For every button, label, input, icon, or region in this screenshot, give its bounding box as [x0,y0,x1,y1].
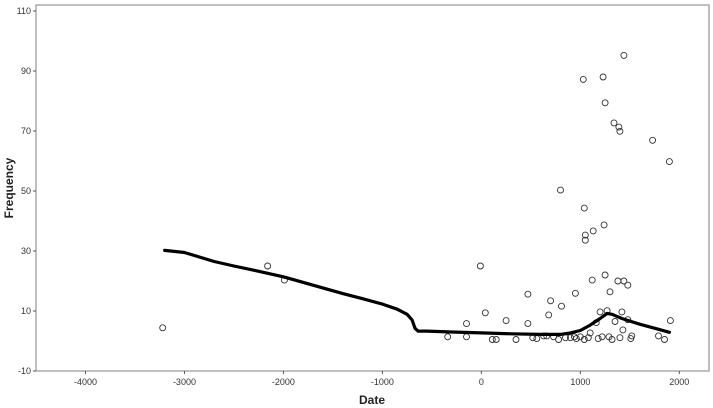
data-point [661,336,668,343]
data-point [596,308,604,316]
data-point [619,326,627,334]
data-point [558,302,565,310]
data-point [476,262,484,270]
data-point [615,123,623,131]
x-tick-label: -2000 [272,377,295,387]
data-point [608,336,616,343]
y-tick-label: 50 [21,186,31,196]
data-point [589,227,597,235]
data-point [616,334,624,342]
data-point [598,333,606,341]
x-tick-label: 1000 [570,377,590,387]
y-tick-label: 110 [17,6,31,16]
fit-line-series [163,248,671,336]
data-point [571,289,579,297]
x-tick-label: 0 [479,377,484,387]
data-point [555,336,563,343]
data-point [481,309,489,317]
data-point [488,336,496,343]
data-point [616,127,624,135]
data-point [666,317,674,325]
data-point [524,290,532,298]
data-point [581,236,589,244]
data-point [502,317,510,325]
data-point [581,231,589,239]
y-tick-label: -10 [18,366,31,376]
data-point [444,333,452,341]
data-point [601,99,609,107]
y-tick-label: 70 [21,126,31,136]
data-point [618,308,626,316]
data-point [620,51,628,59]
data-point [580,204,588,212]
x-axis: -4000 -3000 -2000 -1000 0 1000 2000 [74,371,689,387]
data-point [599,73,607,81]
fit-line [163,248,671,336]
data-point [610,119,618,127]
data-point [524,320,532,328]
data-point [600,221,608,229]
data-point [547,297,555,305]
data-point [586,329,594,337]
x-tick-label: 2000 [669,377,689,387]
data-point [606,288,614,296]
y-tick-label: 30 [21,246,31,256]
y-axis: -10 10 30 50 70 90 110 [17,6,36,376]
data-point [628,332,636,340]
data-point [649,136,657,144]
data-point [665,158,673,166]
data-point [159,324,167,332]
y-tick-label: 10 [21,306,31,316]
data-point [588,276,596,284]
data-point [579,75,587,83]
y-tick-label: 90 [21,66,31,76]
data-point [655,332,662,340]
data-point [620,277,628,285]
x-tick-label: -4000 [74,377,97,387]
data-point [463,320,470,328]
data-point [580,336,588,343]
data-point [557,186,564,194]
plot-area [35,4,710,372]
y-axis-title: Frequency [2,157,16,218]
x-tick-label: -1000 [371,377,394,387]
data-point [572,335,580,343]
x-axis-title: Date [359,393,385,407]
x-tick-label: -3000 [173,377,196,387]
data-point [512,336,520,343]
data-point [601,271,609,279]
data-point [584,334,592,342]
data-point [545,311,553,319]
data-point [624,281,632,289]
data-point [492,336,500,343]
data-point [611,318,619,325]
data-point [594,335,602,343]
data-point [264,262,272,270]
